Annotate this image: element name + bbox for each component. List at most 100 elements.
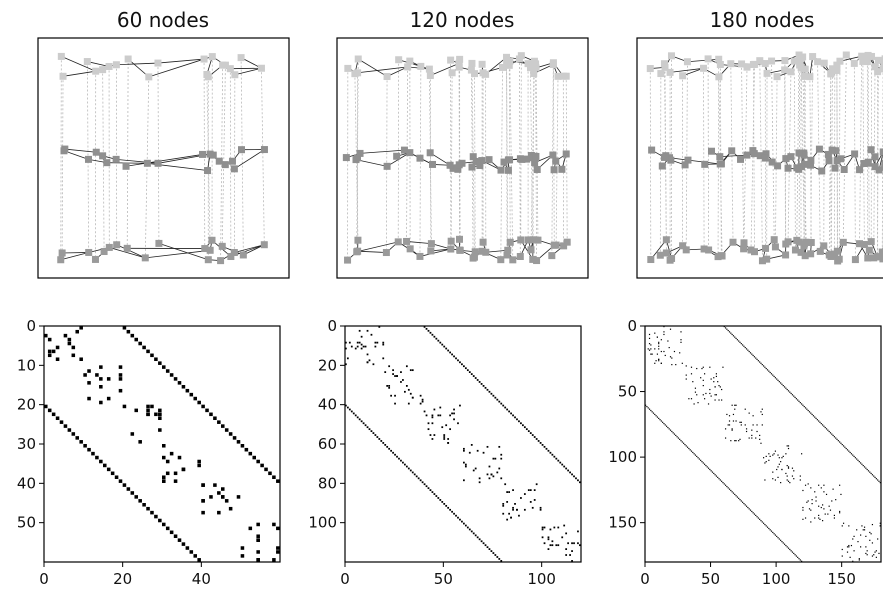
- matrix-entry: [447, 506, 450, 509]
- panel-title-60: 60 nodes: [117, 8, 209, 32]
- matrix-entry: [861, 525, 863, 527]
- matrix-entry: [221, 495, 225, 499]
- matrix-entry: [500, 402, 503, 405]
- matrix-entry: [244, 447, 249, 452]
- matrix-entry: [494, 396, 497, 399]
- matrix-entry: [696, 394, 698, 396]
- matrix-entry: [789, 391, 791, 393]
- network-node: [820, 59, 828, 67]
- matrix-entry: [498, 558, 501, 560]
- matrix-entry: [508, 491, 511, 493]
- matrix-entry: [751, 510, 753, 513]
- matrix-entry: [158, 518, 162, 523]
- matrix-entry: [240, 546, 245, 550]
- matrix-entry: [579, 544, 581, 547]
- matrix-entry: [122, 404, 127, 409]
- matrix-entry: [755, 357, 757, 359]
- interlayer-edge: [535, 67, 539, 241]
- matrix-entry: [122, 483, 127, 487]
- matrix-entry: [154, 412, 158, 417]
- matrix-entry: [571, 550, 573, 552]
- network-node: [809, 53, 817, 61]
- matrix-entry: [820, 487, 822, 489]
- interlayer-edge: [853, 63, 856, 260]
- matrix-entry: [162, 479, 166, 483]
- matrix-entry: [425, 327, 428, 330]
- network-node: [105, 243, 113, 251]
- matrix-entry: [543, 542, 546, 545]
- matrix-entry: [535, 483, 538, 486]
- matrix-entry: [380, 440, 383, 442]
- y-tick-label: 40: [17, 474, 36, 492]
- matrix-entry: [506, 408, 509, 411]
- matrix-entry: [463, 479, 465, 482]
- network-node: [842, 51, 850, 59]
- matrix-entry: [874, 551, 876, 553]
- network-frame-180: [636, 37, 883, 279]
- matrix-entry: [785, 472, 787, 475]
- network-node: [383, 162, 391, 170]
- matrix-entry: [565, 532, 568, 535]
- matrix-entry: [388, 365, 391, 368]
- matrix-entry: [841, 525, 843, 527]
- matrix-entry: [790, 392, 792, 395]
- matrix-entry: [836, 438, 838, 440]
- network-node: [417, 62, 425, 70]
- matrix-entry: [786, 464, 788, 467]
- network-node: [353, 248, 361, 256]
- network-node: [773, 73, 781, 81]
- matrix-entry: [431, 333, 434, 336]
- matrix-entry: [453, 355, 455, 358]
- matrix-entry: [690, 450, 693, 452]
- matrix-entry: [731, 333, 733, 336]
- matrix-entry: [146, 506, 150, 511]
- matrix-entry: [480, 383, 483, 385]
- matrix-entry: [839, 510, 841, 513]
- matrix-entry: [765, 455, 767, 457]
- matrix-entry: [348, 408, 351, 411]
- matrix-entry: [423, 410, 426, 413]
- network-node: [740, 239, 748, 247]
- matrix-entry: [656, 416, 658, 418]
- network-node: [662, 236, 670, 244]
- matrix-entry: [543, 445, 546, 448]
- matrix-entry: [537, 440, 540, 442]
- matrix-entry: [727, 424, 729, 426]
- network-node: [784, 164, 792, 172]
- matrix-entry: [875, 550, 877, 552]
- matrix-entry: [573, 542, 575, 545]
- matrix-entry: [656, 353, 658, 355]
- matrix-entry: [658, 417, 660, 419]
- matrix-entry: [770, 373, 773, 375]
- matrix-entry: [555, 544, 558, 547]
- matrix-entry: [739, 421, 741, 423]
- intralayer-edge: [839, 55, 862, 62]
- matrix-entry: [869, 539, 871, 541]
- matrix-entry: [474, 467, 477, 470]
- interlayer-edge: [553, 62, 555, 246]
- matrix-entry: [463, 447, 465, 450]
- matrix-entry: [138, 499, 142, 503]
- network-node: [762, 244, 770, 252]
- matrix-entry: [447, 349, 450, 352]
- matrix-entry: [650, 348, 652, 350]
- matrix-entry: [871, 474, 874, 476]
- network-node: [800, 72, 808, 80]
- matrix-entry: [352, 412, 355, 415]
- network-node: [354, 55, 362, 63]
- interlayer-edge: [750, 64, 756, 251]
- matrix-entry: [150, 353, 154, 358]
- matrix-entry: [704, 463, 706, 465]
- network-node: [227, 253, 235, 261]
- matrix-entry: [441, 426, 444, 429]
- matrix-entry: [835, 499, 837, 501]
- network-node: [204, 73, 212, 81]
- matrix-entry: [146, 349, 150, 354]
- network-node: [816, 247, 824, 255]
- matrix-entry: [865, 467, 867, 469]
- network-node: [92, 67, 100, 75]
- matrix-entry: [413, 473, 416, 476]
- matrix-entry: [201, 483, 205, 487]
- network-node: [533, 166, 541, 174]
- matrix-entry: [829, 509, 832, 511]
